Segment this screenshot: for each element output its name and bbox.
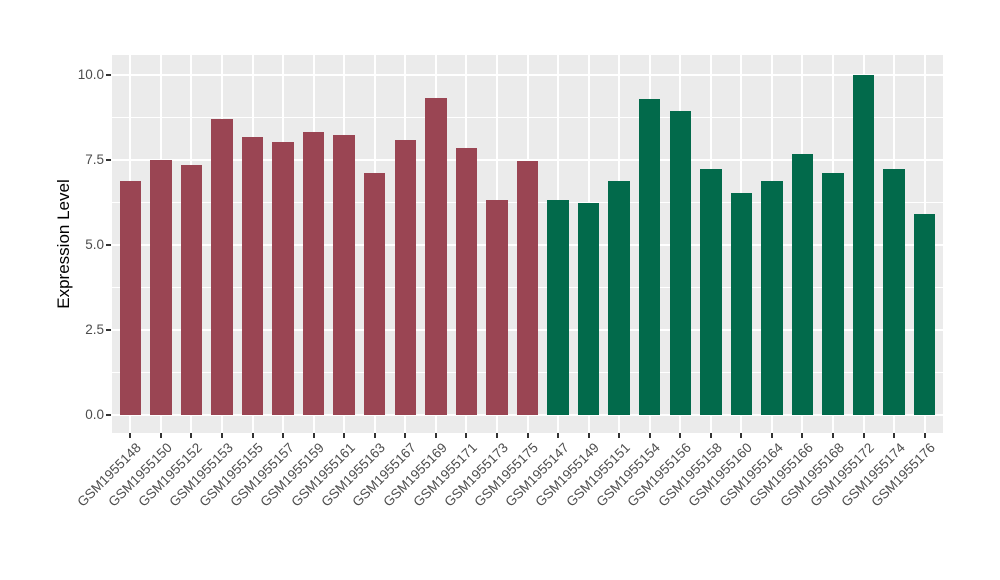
- y-tick-label: 0.0: [85, 407, 104, 422]
- bar-GSM1955167: [394, 140, 417, 415]
- x-tick-mark: [373, 433, 376, 438]
- x-tick-mark: [404, 433, 407, 438]
- bar-GSM1955169: [425, 98, 447, 415]
- y-tick-label: 7.5: [85, 152, 104, 167]
- bar-GSM1955155: [241, 136, 264, 415]
- bar-GSM1955172: [852, 75, 875, 415]
- x-tick-mark: [159, 433, 162, 438]
- bar-GSM1955168: [822, 173, 844, 415]
- bar-GSM1955174: [883, 168, 905, 415]
- x-tick-mark: [618, 433, 621, 438]
- x-tick-mark: [770, 433, 773, 438]
- x-tick-mark: [587, 433, 590, 438]
- x-tick-mark: [526, 433, 529, 438]
- y-tick-mark: [106, 159, 111, 161]
- x-tick-mark: [434, 433, 437, 438]
- bar-GSM1955159: [302, 131, 325, 415]
- y-tick-mark: [106, 244, 111, 246]
- bar-GSM1955149: [577, 203, 600, 415]
- x-tick-mark: [190, 433, 193, 438]
- x-tick-mark: [862, 433, 865, 438]
- x-tick-mark: [557, 433, 560, 438]
- x-tick-mark: [465, 433, 468, 438]
- plot-panel: [112, 55, 943, 433]
- x-tick-mark: [709, 433, 712, 438]
- y-tick-mark: [106, 414, 111, 416]
- bar-GSM1955175: [516, 161, 539, 415]
- x-tick-mark: [648, 433, 651, 438]
- x-tick-mark: [282, 433, 285, 438]
- x-tick-mark: [251, 433, 254, 438]
- y-tick-label: 10.0: [77, 67, 104, 82]
- x-tick-mark: [679, 433, 682, 438]
- bar-GSM1955153: [211, 118, 233, 415]
- y-tick-label: 5.0: [85, 237, 104, 252]
- bar-GSM1955171: [455, 148, 478, 415]
- x-tick-mark: [343, 433, 346, 438]
- x-tick-mark: [220, 433, 223, 438]
- x-tick-mark: [740, 433, 743, 438]
- y-tick-mark: [106, 74, 111, 76]
- bar-GSM1955151: [608, 181, 630, 415]
- bar-GSM1955148: [119, 181, 142, 415]
- bar-GSM1955166: [791, 153, 814, 415]
- x-tick-mark: [129, 433, 132, 438]
- bar-GSM1955154: [638, 99, 661, 415]
- bar-GSM1955164: [761, 180, 783, 415]
- bar-GSM1955176: [913, 214, 936, 415]
- bar-GSM1955158: [700, 168, 722, 415]
- bar-GSM1955156: [669, 111, 691, 415]
- x-tick-mark: [832, 433, 834, 438]
- bar-GSM1955152: [180, 165, 203, 415]
- y-tick-label: 2.5: [85, 322, 104, 337]
- x-tick-mark: [893, 433, 896, 438]
- x-tick-mark: [801, 433, 804, 438]
- x-tick-mark: [312, 433, 315, 438]
- bar-GSM1955173: [486, 200, 508, 415]
- x-tick-mark: [495, 433, 498, 438]
- bar-GSM1955163: [363, 172, 386, 415]
- bar-GSM1955161: [333, 134, 355, 415]
- bar-GSM1955157: [272, 141, 294, 415]
- y-tick-mark: [106, 329, 111, 331]
- bar-GSM1955147: [547, 199, 569, 415]
- x-tick-mark: [923, 433, 926, 438]
- bar-GSM1955150: [150, 160, 172, 415]
- bar-GSM1955160: [730, 192, 753, 415]
